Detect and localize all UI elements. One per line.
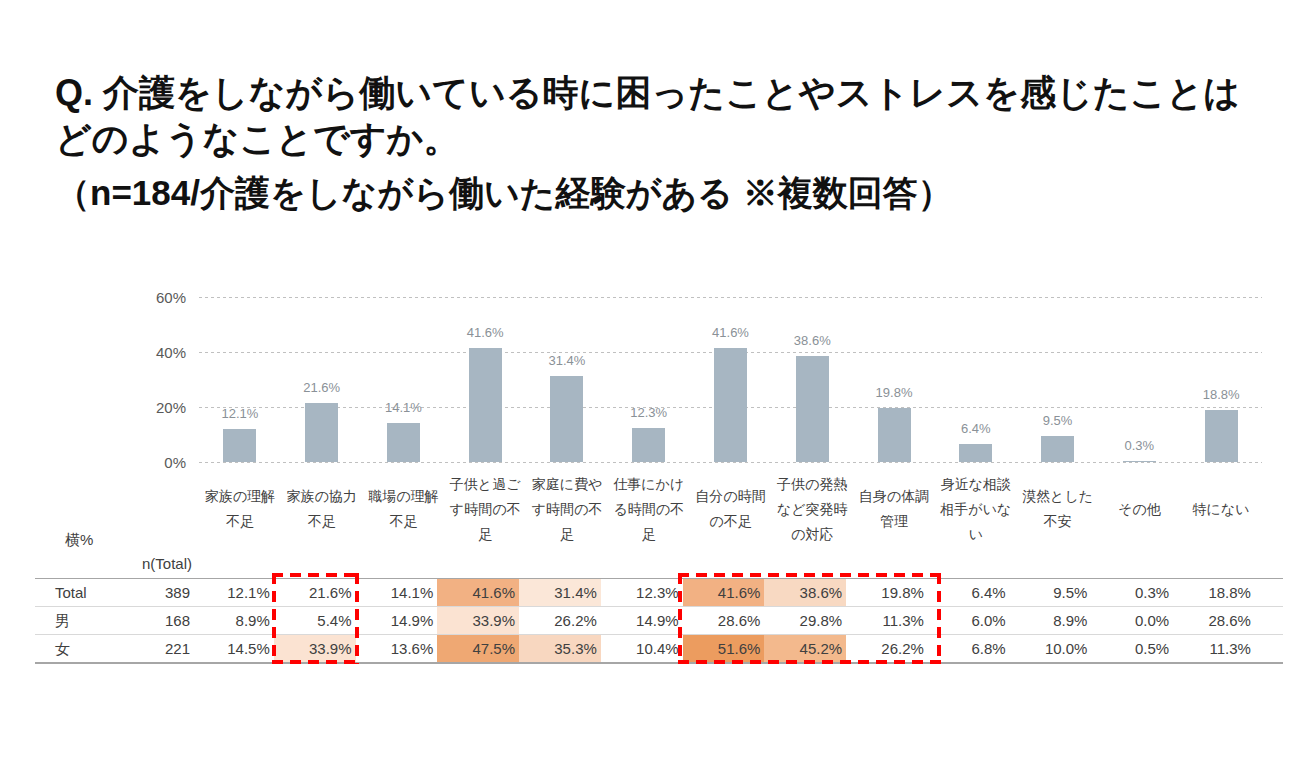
gridline	[199, 462, 1262, 463]
box-edge	[678, 573, 682, 664]
cell-女-12: 0.5%	[1091, 635, 1173, 662]
bar-value-label: 0.3%	[1099, 438, 1179, 453]
bar-3	[387, 423, 420, 462]
cell-女-3: 13.6%	[356, 635, 438, 662]
box-edge	[678, 660, 941, 664]
question-title: Q. 介護をしながら働いている時に困ったことやストレスを感じたことは どのような…	[55, 70, 1240, 162]
box-edge	[272, 573, 276, 664]
row-n-value: 221	[105, 635, 192, 662]
bar-8	[796, 356, 829, 462]
cell-男-1: 8.9%	[192, 607, 274, 634]
question-title-line1: Q. 介護をしながら働いている時に困ったことやストレスを感じたことは	[55, 70, 1240, 116]
y-tick-label: 60%	[134, 289, 186, 306]
row-n-value: 168	[105, 607, 192, 634]
cell-女-5: 35.3%	[519, 635, 601, 662]
cell-Total-12: 0.3%	[1091, 579, 1173, 606]
bar-1	[223, 429, 256, 462]
bar-9	[878, 408, 911, 462]
table-row-女: 女22114.5%33.9%13.6%47.5%35.3%10.4%51.6%4…	[35, 635, 1283, 664]
row-label: Total	[35, 579, 105, 606]
cell-Total-13: 18.8%	[1173, 579, 1255, 606]
page: { "title": { "line1": "Q. 介護をしながら働いている時に…	[0, 0, 1300, 760]
question-subtitle: （n=184/介護をしながら働いた経験がある ※複数回答）	[55, 170, 953, 217]
bar-10	[959, 444, 992, 462]
bar-value-label: 6.4%	[936, 421, 1016, 436]
bar-value-label: 31.4%	[527, 353, 607, 368]
table-body: Total38912.1%21.6%14.1%41.6%31.4%12.3%41…	[35, 579, 1283, 664]
gridline	[199, 297, 1262, 298]
bar-7	[714, 348, 747, 462]
bar-2	[305, 403, 338, 462]
cell-男-5: 26.2%	[519, 607, 601, 634]
bar-11	[1041, 436, 1074, 462]
bar-12	[1123, 461, 1156, 462]
data-table: 横% n(Total) Total38912.1%21.6%14.1%41.6%…	[35, 526, 1283, 664]
bar-value-label: 12.3%	[609, 405, 689, 420]
bar-value-label: 18.8%	[1181, 387, 1261, 402]
bar-value-label: 41.6%	[691, 325, 771, 340]
y-tick-label: 0%	[134, 454, 186, 471]
bar-13	[1205, 410, 1238, 462]
cell-Total-1: 12.1%	[192, 579, 274, 606]
bar-5	[550, 376, 583, 462]
spacer	[1255, 579, 1283, 606]
bar-value-label: 14.1%	[363, 400, 443, 415]
box-edge	[272, 660, 359, 664]
table-row-Total: Total38912.1%21.6%14.1%41.6%31.4%12.3%41…	[35, 579, 1283, 607]
y-tick-label: 40%	[134, 344, 186, 361]
bar-value-label: 38.6%	[772, 333, 852, 348]
bar-6	[632, 428, 665, 462]
table-row-男: 男1688.9%5.4%14.9%33.9%26.2%14.9%28.6%29.…	[35, 607, 1283, 635]
box-edge	[355, 573, 359, 664]
bar-4	[469, 348, 502, 462]
cell-女-13: 11.3%	[1173, 635, 1255, 662]
table-header: 横% n(Total)	[35, 526, 1283, 579]
plot-area: 12.1%21.6%14.1%41.6%31.4%12.3%41.6%38.6%…	[199, 297, 1262, 462]
question-title-line2: どのようなことですか。	[55, 116, 1240, 162]
cell-Total-4: 41.6%	[437, 579, 519, 606]
cell-女-4: 47.5%	[437, 635, 519, 662]
y-tick-label: 20%	[134, 399, 186, 416]
table-n-header: n(Total)	[35, 555, 207, 572]
cell-女-6: 10.4%	[601, 635, 683, 662]
row-n-value: 389	[105, 579, 192, 606]
bar-value-label: 41.6%	[445, 325, 525, 340]
bar-value-label: 9.5%	[1018, 413, 1098, 428]
row-label: 男	[35, 607, 105, 634]
table-corner-label: 横%	[65, 531, 93, 550]
cell-Total-3: 14.1%	[356, 579, 438, 606]
cell-男-4: 33.9%	[437, 607, 519, 634]
highlight-box-1	[272, 573, 359, 664]
cell-男-12: 0.0%	[1091, 607, 1173, 634]
spacer	[1255, 635, 1283, 662]
bar-value-label: 12.1%	[200, 406, 280, 421]
cell-男-11: 8.9%	[1010, 607, 1092, 634]
cell-男-3: 14.9%	[356, 607, 438, 634]
row-label: 女	[35, 635, 105, 662]
highlight-box-2	[678, 573, 941, 664]
spacer	[1255, 607, 1283, 634]
cell-女-1: 14.5%	[192, 635, 274, 662]
bar-value-label: 21.6%	[282, 380, 362, 395]
bar-value-label: 19.8%	[854, 385, 934, 400]
cell-Total-5: 31.4%	[519, 579, 601, 606]
cell-Total-11: 9.5%	[1010, 579, 1092, 606]
cell-男-13: 28.6%	[1173, 607, 1255, 634]
box-edge	[272, 573, 359, 577]
box-edge	[678, 573, 941, 577]
cell-Total-6: 12.3%	[601, 579, 683, 606]
cell-女-11: 10.0%	[1010, 635, 1092, 662]
box-edge	[937, 573, 941, 664]
cell-男-6: 14.9%	[601, 607, 683, 634]
